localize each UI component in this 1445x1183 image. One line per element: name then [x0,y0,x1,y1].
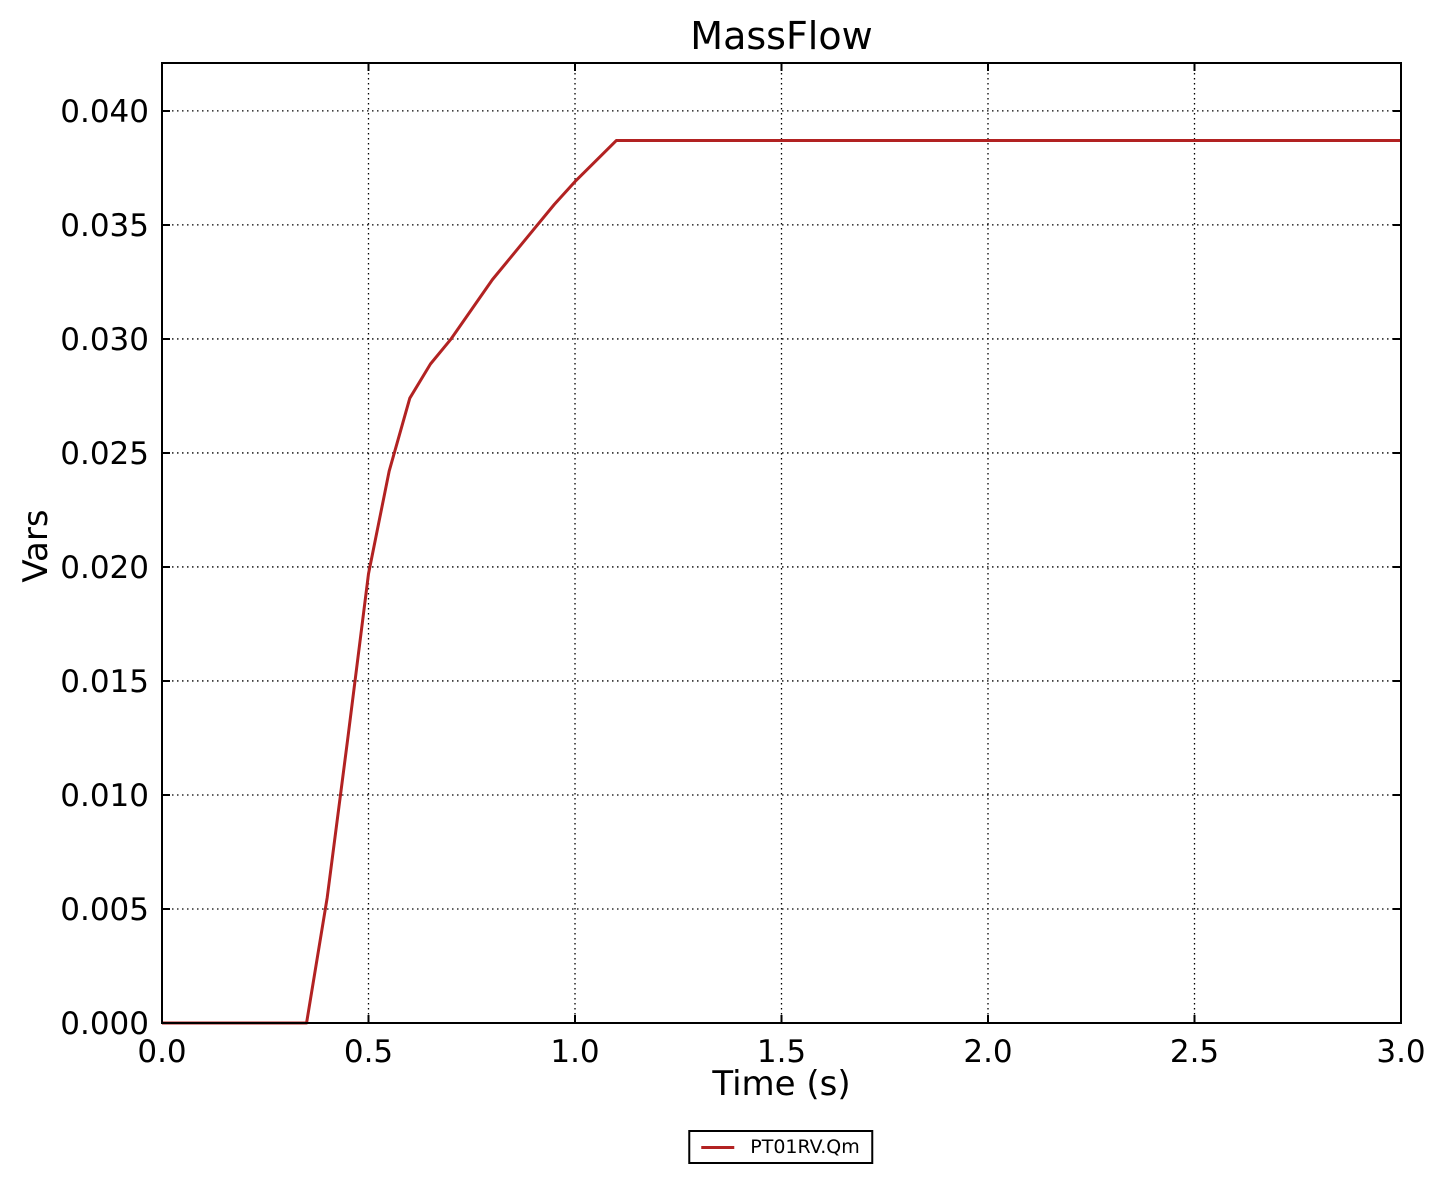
x-tick-label: 0.0 [137,1034,186,1070]
chart-title: MassFlow [690,14,873,58]
y-axis-label: Vars [16,509,56,583]
x-tick-label: 3.0 [1376,1034,1425,1070]
y-tick-label: 0.025 [60,436,149,472]
y-tick-label: 0.030 [60,322,149,358]
x-tick-label: 2.0 [963,1034,1012,1070]
y-tick-label: 0.020 [60,550,149,586]
data-line-PT01RV.Qm [162,139,1401,1025]
y-tick-label: 0.015 [60,664,149,700]
x-tick-label: 0.5 [344,1034,393,1070]
x-tick-label: 2.5 [1170,1034,1219,1070]
x-tick-label: 1.5 [757,1034,806,1070]
y-tick-label: 0.000 [60,1006,149,1042]
x-axis-label: Time (s) [712,1064,851,1104]
x-tick-label: 1.0 [550,1034,599,1070]
y-tick-label: 0.035 [60,208,149,244]
legend-line-sample [701,1145,735,1149]
legend: PT01RV.Qm [688,1130,874,1164]
y-tick-label: 0.040 [60,94,149,130]
plot-border [161,62,1402,1024]
legend-label: PT01RV.Qm [750,1136,860,1158]
y-tick-label: 0.005 [60,892,149,928]
y-tick-label: 0.010 [60,778,149,814]
